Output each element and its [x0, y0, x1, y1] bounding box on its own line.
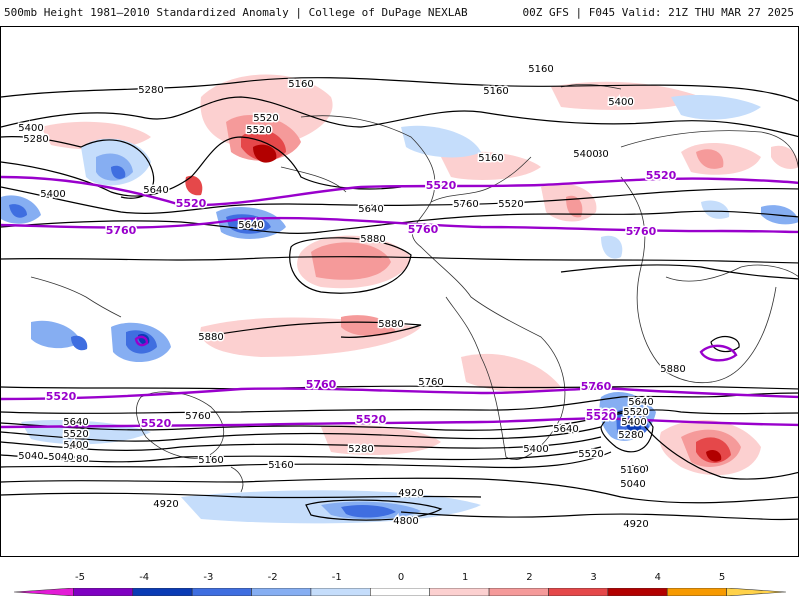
black-contour-label: 5400: [573, 149, 598, 160]
colorbar-segment: [191, 588, 252, 596]
black-contour-label: 5280: [348, 444, 373, 455]
purple-contour-label: 5760: [626, 225, 657, 238]
black-contour-label: 5520: [246, 125, 271, 136]
black-contour-label: 5640: [628, 397, 653, 408]
black-contour-label: 5520: [498, 199, 523, 210]
colorbar-segment: [666, 588, 727, 596]
anomaly-colorbar: -5 -4 -3 -2 -1 0 1 2 3 4 5: [0, 572, 800, 600]
purple-contour-label: 5520: [176, 197, 207, 210]
colorbar-segment: [548, 588, 609, 596]
black-contour-label: 5880: [378, 319, 403, 330]
black-contour-label: 5400: [523, 444, 548, 455]
black-contour-label: 5520: [578, 449, 603, 460]
colorbar-segment: [132, 588, 193, 596]
black-contour-label: 5760: [185, 411, 210, 422]
colorbar-bar: [14, 588, 786, 596]
colorbar-segment: [607, 588, 668, 596]
black-contour-label: 5760: [418, 377, 443, 388]
black-contour-label: 5040: [48, 452, 73, 463]
positive-anomaly-shading: [41, 74, 798, 476]
black-contour-label: 4800: [393, 516, 418, 527]
purple-contour-label: 5760: [306, 378, 337, 391]
colorbar-arrow-left: [14, 588, 74, 596]
map-panel: 5160 5280 5160 5160 5400 5520 5400 5520 5280 5640…: [0, 26, 799, 557]
black-contour-label: 5520: [63, 429, 88, 440]
colorbar-tick-label: 2: [526, 572, 533, 583]
black-contour-label: 5160: [483, 86, 508, 97]
purple-contour-label: 5520: [586, 410, 617, 423]
black-contour-label: 5280: [138, 85, 163, 96]
colorbar-tick-label: 0: [397, 572, 405, 583]
black-contour-label: 5160: [198, 455, 223, 466]
purple-contour-label: 5760: [586, 407, 617, 420]
black-contour-label: 5400: [63, 440, 88, 451]
black-contour-label: 5040: [18, 451, 43, 462]
black-contour-label: 5640: [553, 424, 578, 435]
purple-contour-label: 5520: [646, 169, 677, 182]
purple-contour-label: 5520: [141, 417, 172, 430]
black-contour-label: 5760: [453, 199, 478, 210]
black-contour-label: 5160: [478, 153, 503, 164]
black-contour-label: 5400: [608, 97, 633, 108]
black-contour-label: 5640: [358, 204, 383, 215]
black-contour-label: 4920: [153, 499, 178, 510]
colorbar-segment: [310, 588, 371, 596]
black-contour-label: 5280: [63, 454, 88, 465]
purple-contour-label: 5520: [356, 413, 387, 426]
black-contour-label: 5280: [23, 134, 48, 145]
black-contour-label: 5280: [618, 430, 643, 441]
black-contour-label: 4920: [398, 488, 423, 499]
colorbar-tick-label: 4: [654, 572, 661, 583]
colorbar-segment: [73, 588, 134, 596]
colorbar-tick-label: -5: [75, 572, 85, 583]
black-contour-label: 5160: [288, 79, 313, 90]
purple-contour-label: 5760: [408, 223, 439, 236]
colorbar-segment: [251, 588, 312, 596]
colorbar-tick-label: 5: [718, 572, 726, 583]
purple-reference-contours: [1, 175, 798, 429]
black-contour-label: 5640: [143, 185, 168, 196]
black-contour-label: 5640: [238, 220, 263, 231]
black-contour-label: 5400: [621, 417, 646, 428]
black-contour-label: 5160: [268, 460, 293, 471]
colorbar-tick-label: 3: [590, 572, 597, 583]
colorbar-segment: [488, 588, 549, 596]
colorbar-arrow-right: [726, 588, 786, 596]
black-contour-label: 5520: [623, 407, 648, 418]
black-contour-label: 5640: [63, 417, 88, 428]
header: 500mb Height 1981–2010 Standardized Anom…: [0, 0, 800, 24]
colorbar-tick-label: -4: [139, 572, 150, 583]
colorbar-segment: [370, 588, 430, 596]
negative-anomaly-shading: [1, 95, 798, 524]
black-contour-label: 5160: [528, 64, 553, 75]
black-contour-label: 5880: [198, 332, 223, 343]
black-contour-label: 5880: [360, 234, 385, 245]
black-contour-label: 4920: [623, 519, 648, 530]
colorbar-tick-label: 1: [462, 572, 469, 583]
black-contour-label: 5400: [40, 189, 65, 200]
black-contour-label: 5160: [620, 465, 645, 476]
colorbar-segment: [429, 588, 490, 596]
black-contour-label: 5280: [583, 149, 608, 160]
colorbar-tick-label: -3: [203, 572, 214, 583]
purple-contour-label: 5520: [426, 179, 457, 192]
black-contour-label: 5040: [620, 479, 645, 490]
map-title: 500mb Height 1981–2010 Standardized Anom…: [4, 6, 468, 19]
colorbar-tick-label: -1: [331, 572, 342, 583]
black-height-contours: [1, 77, 798, 521]
model-run-info: 00Z GFS | F045 Valid: 21Z THU MAR 27 202…: [522, 6, 794, 19]
black-contour-label: 5520: [253, 113, 278, 124]
black-contour-label: 5040: [623, 464, 648, 475]
purple-contour-label: 5760: [581, 380, 612, 393]
black-contour-label: 5400: [18, 123, 43, 134]
purple-contour-label: 5760: [106, 224, 137, 237]
colorbar-tick-label: -2: [267, 572, 278, 583]
black-contour-label: 5880: [660, 364, 685, 375]
purple-contour-label: 5520: [46, 390, 77, 403]
